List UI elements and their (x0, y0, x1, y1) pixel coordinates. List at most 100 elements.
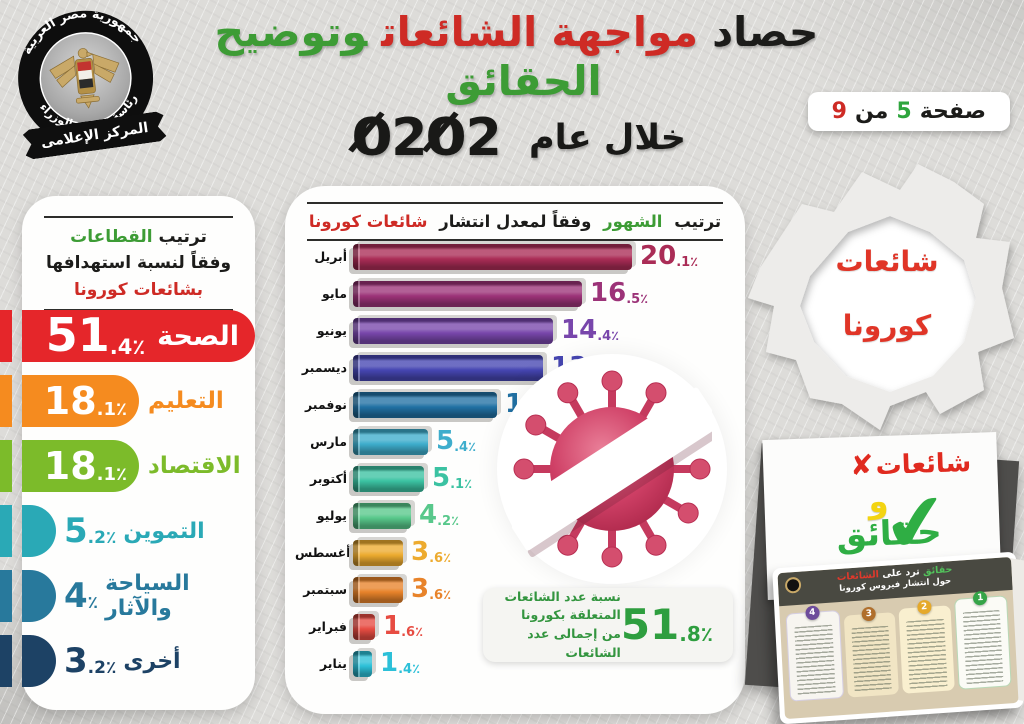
month-label: مايو (322, 286, 347, 301)
month-value: 16.5٪ (590, 278, 649, 309)
tent-step-text-lines (794, 624, 836, 697)
note-value: 51.8٪ (620, 600, 713, 650)
tent-title-facts: حقائق (922, 564, 953, 578)
month-value: 14.4٪ (561, 315, 620, 346)
chart-months-card: ترتيب الشهور وفقاً لمعدل انتشار شائعات ك… (285, 186, 745, 714)
sector-value: 18.1٪ (43, 378, 128, 423)
title-part-confronting-rumors: مواجهة الشائعات (381, 8, 699, 56)
sector-row: 51.4٪ الصحة (0, 310, 256, 362)
month-label: يناير (320, 656, 347, 671)
title-part-clarifying-facts: وتوضيح الحقائق (214, 8, 603, 106)
sector-label: الاقتصاد (148, 453, 241, 479)
month-row: يوليو 4.2٪ (295, 501, 735, 530)
page-number-badge: صفحة 5 من 9 (807, 92, 1010, 131)
divider (44, 216, 233, 218)
sectors-title-word-ranking: ترتيب (158, 227, 207, 247)
sector-bar-stub (0, 505, 12, 557)
sector-bar-stub (0, 635, 12, 687)
month-bar (353, 502, 411, 529)
sector-bar (22, 635, 56, 687)
emblem-icon: جمهورية مصر العربية رئاسة مجلس الوزراء (14, 0, 154, 146)
note-line-3: من إجمالى عدد الشائعات (527, 626, 621, 660)
sector-row: 18.1٪ التعليم (0, 375, 256, 427)
title-part-harvest: حصاد (712, 8, 819, 56)
months-title-corona-rumors: شائعات كورونا (308, 212, 428, 231)
month-bar (353, 243, 632, 270)
month-row: أبريل 20.1٪ (295, 242, 735, 271)
sector-row: 18.1٪ الاقتصاد (0, 440, 256, 492)
facts-reply-tent-card: حقائق ترد على الشائعات حول انتشار فيروس … (772, 551, 1024, 724)
month-bar (353, 465, 424, 492)
sector-row: 4 ٪ السياحة والآثار (0, 570, 256, 622)
sectors-chart-title: ترتيب القطاعات وفقاً لنسبة استهدافها بشا… (22, 196, 255, 312)
month-row: مايو 16.5٪ (295, 279, 735, 308)
sector-label: السياحة والآثار (105, 571, 190, 621)
sectors-title-line3: بشائعات كورونا (73, 279, 204, 300)
tent-step-column: 1 (953, 590, 1012, 690)
month-bar (353, 539, 403, 566)
sector-bar-stub (0, 570, 12, 622)
torn-paper-icon (748, 164, 1014, 430)
month-row: يونيو 14.4٪ (295, 316, 735, 345)
month-row: فبراير 1.6٪ (295, 612, 735, 641)
header: حصاد مواجهة الشائعاتوتوضيح الحقائق خلال ع… (150, 8, 890, 168)
sector-bar: 51.4٪ الصحة (22, 310, 255, 362)
sectors-title-line2: وفقاً لنسبة استهدافها (45, 253, 232, 274)
sector-label: الصحة (157, 320, 239, 352)
check-icon: ✔ (877, 474, 955, 573)
corona-rumors-sticker-text: شائعات كورونا (802, 230, 972, 359)
coronavirus-icon (512, 370, 712, 568)
rumors-word: شائعات (875, 447, 972, 482)
month-bar (353, 428, 428, 455)
tent-step-number: 1 (972, 590, 988, 606)
torn-paper-sticker: شائعات كورونا (740, 146, 1024, 448)
month-bar (353, 576, 403, 603)
months-title-word-months: الشهور (603, 212, 663, 231)
month-row: سبتمبر 3.6٪ (295, 575, 735, 604)
month-label: ديسمبر (301, 360, 347, 375)
tent-step-text-lines (962, 609, 1004, 685)
sectors-bars: 51.4٪ الصحة 18.1٪ التعليم 18.1٪ الاقتصاد 5.2٪ ا… (0, 310, 256, 700)
month-label: أكتوبر (310, 471, 347, 486)
note-line-2: المتعلقة بكورونا (521, 607, 621, 623)
sector-label: التموين (123, 518, 205, 544)
months-chart-title: ترتيب الشهور وفقاً لمعدل انتشار شائعات ك… (285, 186, 745, 242)
tent-step-column: 4 (785, 605, 844, 702)
divider (307, 239, 723, 242)
month-value: 3.6٪ (411, 537, 452, 568)
month-row: أغسطس 3.6٪ (295, 538, 735, 567)
badge-current-page: 5 (896, 99, 912, 124)
month-row: ديسمبر13.7٪ (295, 353, 735, 382)
tent-step-column: 2 (898, 599, 955, 694)
sector-bar-stub (0, 440, 12, 492)
month-label: سبتمبر (303, 582, 347, 597)
tent-step-text-lines (906, 618, 948, 690)
page-title: حصاد مواجهة الشائعاتوتوضيح الحقائق (150, 8, 890, 106)
sticker-word-corona: كورونا (842, 309, 932, 343)
tent-columns: 1 2 3 4 (779, 590, 1018, 707)
month-label: أبريل (314, 249, 347, 264)
month-bar (353, 391, 497, 418)
note-line-1: نسبة عدد الشائعات (504, 588, 621, 604)
month-value: 20.1٪ (640, 241, 699, 272)
month-value: 4.2٪ (419, 500, 460, 531)
month-bar (353, 650, 372, 677)
months-bars: أبريل 20.1٪ مايو 16.5٪ يونيو 14.4٪ ديسمبر13.7٪… (295, 242, 735, 686)
months-title-word-ranking: ترتيب (674, 212, 722, 231)
month-bar (353, 354, 543, 381)
month-label: نوفمبر (305, 397, 347, 412)
tent-step-number: 4 (804, 605, 820, 621)
sector-value: 5.2٪ (64, 510, 117, 551)
sticker-word-rumors: شائعات (835, 245, 939, 278)
sector-label: أخرى (123, 648, 181, 674)
sector-label: التعليم (148, 388, 224, 414)
month-bar (353, 280, 582, 307)
month-row: يناير 1.4٪ (295, 649, 735, 678)
badge-word-page: صفحة (919, 99, 986, 124)
note-text: نسبة عدد الشائعات المتعلقة بكورونا من إج… (483, 588, 621, 663)
sector-bar-stub (0, 310, 12, 362)
sector-bar: 18.1٪ (22, 375, 140, 427)
tent-step-number: 2 (916, 599, 932, 615)
tent-step-text-lines (850, 625, 892, 694)
month-bar (353, 317, 553, 344)
